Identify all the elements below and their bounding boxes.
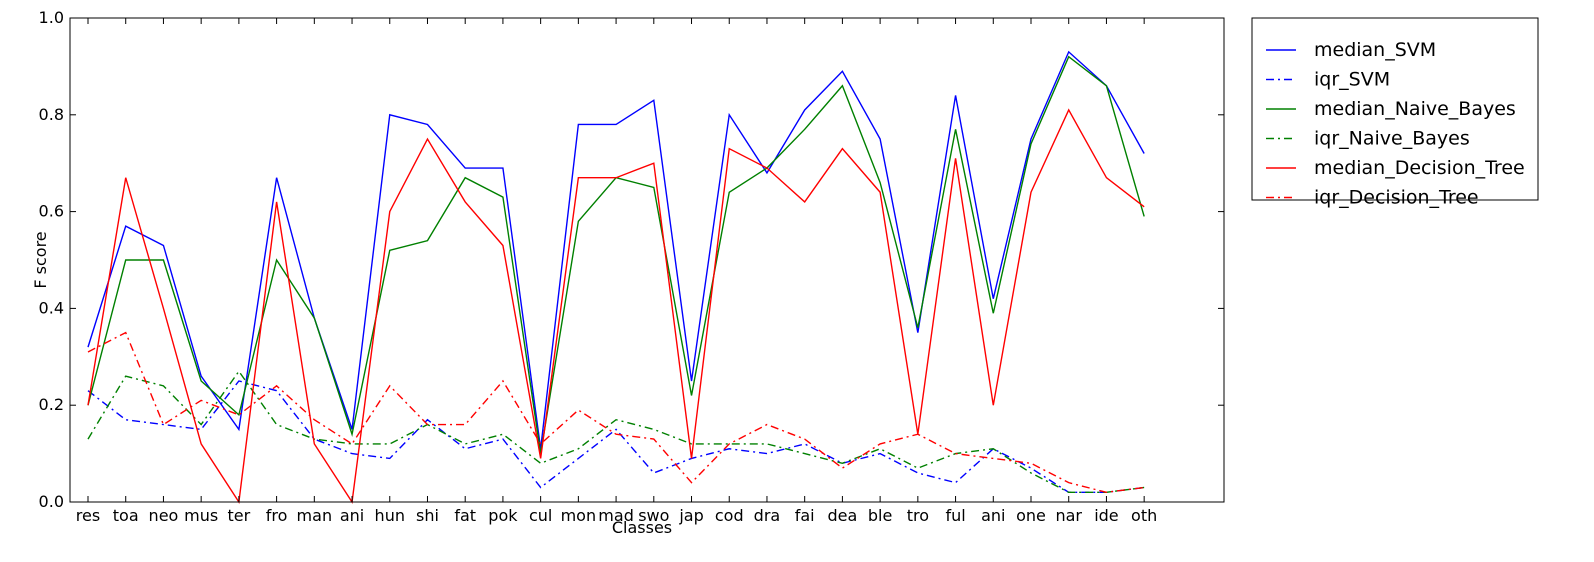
y-tick-label: 0.2	[39, 395, 64, 414]
x-tick-label: mon	[561, 506, 597, 525]
axes-layer	[70, 18, 1224, 502]
x-tick-label: ful	[945, 506, 965, 525]
y-tick-label: 0.0	[39, 492, 64, 511]
legend: median_SVM iqr_SVM median_Naive_Bayes iqr_N…	[1251, 17, 1539, 209]
y-tick-label: 1.0	[39, 8, 64, 27]
y-tick-label: 0.4	[39, 298, 64, 317]
series-line-iqr-decision-tree	[87, 331, 1145, 494]
plot-area	[70, 18, 1224, 502]
y-tick-label: 0.8	[39, 105, 64, 124]
x-tick-label: man	[297, 506, 333, 525]
legend-label: median_Naive_Bayes	[1314, 98, 1516, 120]
legend-label: median_Decision_Tree	[1314, 157, 1525, 179]
x-tick-label: res	[76, 506, 100, 525]
series-line-median-decision-tree	[87, 108, 1145, 504]
legend-box	[1251, 17, 1539, 201]
x-tick-label: oth	[1131, 506, 1157, 525]
x-tick-label: cul	[529, 506, 552, 525]
x-tick-label: ide	[1094, 506, 1118, 525]
x-tick-label: mad	[598, 506, 634, 525]
x-tick-label: ter	[228, 506, 251, 525]
x-tick-label: pok	[488, 506, 518, 525]
legend-label: median_SVM	[1314, 39, 1436, 61]
x-tick-label: tro	[907, 506, 929, 525]
x-tick-label: dra	[754, 506, 781, 525]
legend-label: iqr_Naive_Bayes	[1314, 128, 1470, 150]
series-line-iqr-svm	[87, 380, 1145, 494]
plot-frame	[69, 17, 1225, 503]
x-tick-label: toa	[113, 506, 139, 525]
x-tick-label: swo	[638, 506, 669, 525]
x-tick-label: shi	[416, 506, 439, 525]
legend-label: iqr_Decision_Tree	[1314, 187, 1479, 209]
x-tick-label: nar	[1055, 506, 1082, 525]
legend-label: iqr_SVM	[1314, 69, 1390, 91]
plot-frame-layer	[69, 17, 1225, 503]
x-tick-label: hun	[375, 506, 405, 525]
series-layer	[87, 50, 1145, 504]
y-tick-label: 0.6	[39, 202, 64, 221]
series-line-iqr-naive-bayes	[87, 370, 1145, 494]
x-tick-label: ani	[340, 506, 364, 525]
x-tick-label: fro	[266, 506, 288, 525]
x-tick-label: jap	[678, 506, 703, 525]
series-line-median-svm	[87, 50, 1145, 449]
x-tick-label: fat	[454, 506, 476, 525]
y-axis-title: F score	[31, 231, 50, 288]
x-tick-label: neo	[149, 506, 179, 525]
x-tick-label: ani	[981, 506, 1005, 525]
x-axis-title: Classes	[612, 518, 672, 537]
ticks-layer	[70, 17, 1224, 503]
x-tick-label: mus	[184, 506, 218, 525]
x-tick-label: ble	[868, 506, 892, 525]
x-tick-label: dea	[827, 506, 857, 525]
x-tick-label: one	[1016, 506, 1046, 525]
x-tick-label: cod	[715, 506, 744, 525]
x-tick-label: fai	[795, 506, 815, 525]
